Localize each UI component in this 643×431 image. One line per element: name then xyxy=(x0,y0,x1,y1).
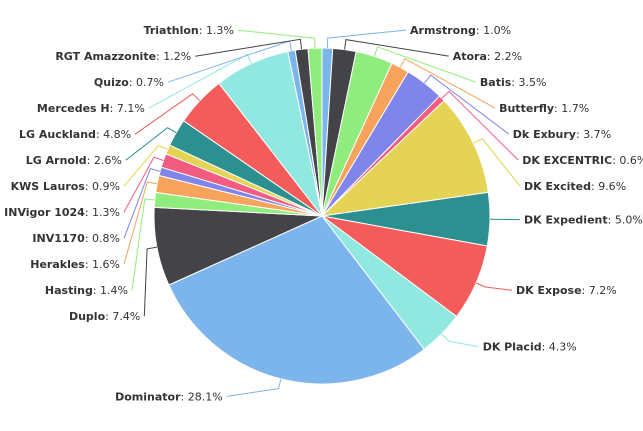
data-label-name: Batis xyxy=(480,76,512,89)
leader-line-dk-placid xyxy=(441,333,479,348)
data-label-hasting: Hasting: 1.4% xyxy=(45,284,128,297)
data-label-name: Herakles xyxy=(30,258,85,271)
data-label-dk-exbury: Dk Exbury: 3.7% xyxy=(513,128,611,141)
data-label-value: 7.4 xyxy=(112,310,130,323)
data-label-name: KWS Lauros xyxy=(11,180,86,193)
data-label-name: LG Arnold xyxy=(26,154,87,167)
leader-line-rgt-amazzonite xyxy=(195,38,303,57)
data-label-name: Armstrong xyxy=(410,24,476,37)
data-label-batis: Batis: 3.5% xyxy=(480,76,547,89)
data-label-value: 7.1 xyxy=(117,102,135,115)
leader-line-lg-auckland xyxy=(134,93,201,135)
data-label-value: 5.0 xyxy=(615,214,633,227)
data-label-value: 0.8 xyxy=(92,232,110,245)
data-label-value: 3.5 xyxy=(518,76,536,89)
data-label-mercedes-h: Mercedes H: 7.1% xyxy=(37,102,145,115)
pie-slice-dk-excited[interactable] xyxy=(321,100,489,217)
leader-line-lg-arnold xyxy=(125,127,177,161)
data-label-dominator: Dominator: 28.1% xyxy=(115,390,223,403)
data-label-butterfly: Butterfly: 1.7% xyxy=(499,102,589,115)
data-label-dk-excentric: DK EXCENTRIC: 0.6% xyxy=(522,154,643,167)
leader-line-dominator xyxy=(226,378,282,397)
data-label-name: INVigor 1024 xyxy=(4,206,85,219)
data-label-value: 2.6 xyxy=(94,154,112,167)
leader-line-inv1170 xyxy=(123,167,161,239)
data-label-name: Duplo xyxy=(69,310,106,323)
pie-slices xyxy=(153,47,491,385)
data-label-dk-expose: DK Expose: 7.2% xyxy=(516,284,617,297)
data-label-name: Atora xyxy=(453,50,487,63)
data-label-atora: Atora: 2.2% xyxy=(453,50,522,63)
data-label-value: 9.6 xyxy=(598,180,616,193)
leader-line-butterfly xyxy=(399,57,496,109)
pie-labels: Armstrong: 1.0% Atora: 2.2% Batis: 3.5% But… xyxy=(4,24,643,403)
data-label-dk-excited: DK Excited: 9.6% xyxy=(524,180,626,193)
data-label-value: 1.4 xyxy=(100,284,118,297)
data-label-name: Dominator xyxy=(115,390,181,403)
data-label-invigor-1024: INVigor 1024: 1.3% xyxy=(4,206,120,219)
leader-line-atora xyxy=(344,39,449,57)
data-label-quizo: Quizo: 0.7% xyxy=(94,76,164,89)
pie-slice-dominator[interactable] xyxy=(168,215,425,385)
data-label-value: 1.7 xyxy=(561,102,579,115)
pie-leader-lines xyxy=(123,29,521,397)
leader-line-dk-excentric xyxy=(441,90,519,161)
leader-line-kws-lauros xyxy=(123,144,168,187)
data-label-name: Hasting xyxy=(45,284,93,297)
data-label-dk-placid: DK Placid: 4.3% xyxy=(483,341,577,354)
data-label-name: DK EXCENTRIC xyxy=(522,154,612,167)
data-label-value: 4.8 xyxy=(103,128,121,141)
data-label-dk-expedient: DK Expedient: 5.0% xyxy=(524,214,643,227)
data-label-lg-auckland: LG Auckland: 4.8% xyxy=(19,128,131,141)
data-label-value: 3.7 xyxy=(583,128,601,141)
data-label-value: 0.6 xyxy=(619,154,637,167)
data-label-armstrong: Armstrong: 1.0% xyxy=(410,24,511,37)
data-label-name: DK Placid xyxy=(483,341,542,354)
leader-line-invigor-1024 xyxy=(123,156,164,213)
data-label-value: 1.6 xyxy=(92,258,110,271)
data-label-name: LG Auckland xyxy=(19,128,96,141)
data-label-triathlon: Triathlon: 1.3% xyxy=(144,24,234,37)
data-label-inv1170: INV1170: 0.8% xyxy=(32,232,120,245)
data-label-duplo: Duplo: 7.4% xyxy=(69,310,140,323)
data-label-value: 28.1 xyxy=(188,390,213,403)
leader-line-batis xyxy=(373,46,477,83)
data-label-name: INV1170 xyxy=(32,232,85,245)
pie-slice-triathlon[interactable] xyxy=(307,47,323,217)
data-label-value: 4.3 xyxy=(549,341,567,354)
data-label-name: DK Expedient xyxy=(524,214,608,227)
data-label-name: Butterfly xyxy=(499,102,554,115)
data-label-value: 2.2 xyxy=(494,50,512,63)
leader-line-triathlon xyxy=(237,29,316,49)
leader-line-dk-exbury xyxy=(424,74,510,135)
leader-line-hasting xyxy=(131,198,155,291)
leader-line-dk-excited xyxy=(473,138,521,187)
leader-line-duplo xyxy=(143,246,157,317)
data-label-name: DK Excited xyxy=(524,180,591,193)
data-label-name: RGT Amazzonite xyxy=(55,50,156,63)
data-label-value: 0.9 xyxy=(92,180,110,193)
data-label-rgt-amazzonite: RGT Amazzonite: 1.2% xyxy=(55,50,191,63)
data-label-value: 1.0 xyxy=(483,24,501,37)
leader-line-mercedes-h xyxy=(148,53,252,109)
data-label-name: DK Expose xyxy=(516,284,582,297)
data-label-kws-lauros: KWS Lauros: 0.9% xyxy=(11,180,120,193)
data-label-value: 1.2 xyxy=(163,50,181,63)
data-label-name: Dk Exbury xyxy=(513,128,576,141)
data-label-value: 1.3 xyxy=(206,24,224,37)
data-label-name: Quizo xyxy=(94,76,129,89)
data-label-name: Triathlon xyxy=(144,24,199,37)
leader-line-herakles xyxy=(123,181,158,265)
data-label-value: 1.3 xyxy=(92,206,110,219)
data-label-name: Mercedes H xyxy=(37,102,110,115)
data-label-value: 0.7 xyxy=(136,76,154,89)
data-label-value: 7.2 xyxy=(589,284,607,297)
leader-line-armstrong xyxy=(326,29,407,49)
data-label-lg-arnold: LG Arnold: 2.6% xyxy=(26,154,122,167)
leader-line-dk-expose xyxy=(475,282,513,291)
data-label-herakles: Herakles: 1.6% xyxy=(30,258,120,271)
